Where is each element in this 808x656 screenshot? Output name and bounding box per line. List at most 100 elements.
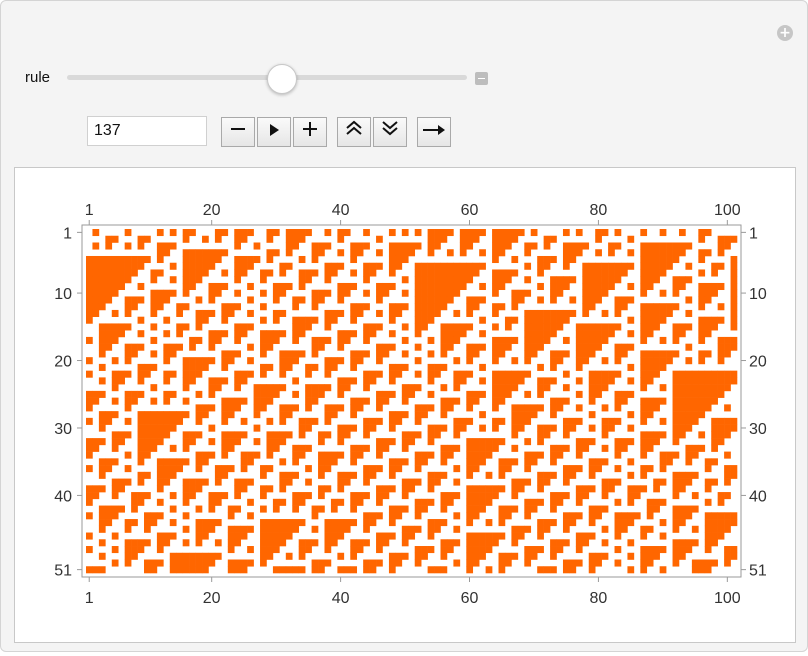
automaton-cell <box>324 404 332 412</box>
automaton-cell <box>111 357 119 365</box>
automaton-cell <box>492 289 499 297</box>
automaton-cell <box>86 397 93 405</box>
faster-button[interactable] <box>337 117 371 147</box>
rule-slider-thumb[interactable] <box>266 64 297 94</box>
automaton-cell <box>298 269 306 277</box>
automaton-cell <box>111 377 119 385</box>
automaton-cell <box>543 330 551 338</box>
automaton-cell <box>202 566 209 574</box>
automaton-cell <box>711 289 718 297</box>
automaton-cell <box>472 262 480 270</box>
automaton-cell <box>659 242 667 250</box>
slower-button[interactable] <box>373 117 407 147</box>
automaton-cell <box>466 458 474 466</box>
automaton-cell <box>704 559 712 567</box>
play-button[interactable] <box>257 117 291 147</box>
automaton-cell <box>434 269 441 277</box>
automaton-cell <box>240 370 248 378</box>
automaton-cell <box>318 431 325 439</box>
automaton-cell <box>640 546 648 554</box>
decrement-button[interactable] <box>221 117 255 147</box>
automaton-cell <box>685 242 693 250</box>
minus-square-icon[interactable] <box>475 72 488 85</box>
automaton-cell <box>453 444 461 452</box>
automaton-cell <box>588 566 596 574</box>
automaton-cell <box>582 438 590 446</box>
automaton-cell <box>524 343 532 351</box>
automaton-cell <box>318 249 325 257</box>
automaton-cell <box>330 505 338 513</box>
automaton-cell <box>678 539 686 547</box>
automaton-cell <box>575 377 583 385</box>
automaton-cell <box>234 323 241 331</box>
automaton-cell <box>111 255 119 264</box>
automaton-cell <box>337 552 345 560</box>
automaton-cell <box>118 485 125 493</box>
automaton-cell <box>86 438 93 446</box>
rule-value-input[interactable]: 137 <box>87 116 207 146</box>
automaton-cell <box>659 384 667 392</box>
automaton-cell <box>376 289 383 297</box>
automaton-cell <box>685 377 693 385</box>
automaton-cell <box>388 316 396 324</box>
automaton-cell <box>672 350 680 358</box>
automaton-cell <box>620 390 628 398</box>
automaton-cell <box>98 525 106 533</box>
automaton-cell <box>685 539 693 547</box>
automaton-cell <box>266 330 274 338</box>
automaton-cell <box>646 552 654 560</box>
automaton-cell <box>498 229 506 237</box>
automaton-cell <box>382 485 390 493</box>
automaton-cell <box>575 330 583 338</box>
automaton-cell <box>627 438 635 446</box>
automaton-cell <box>163 465 171 473</box>
automaton-cells <box>86 229 738 574</box>
automaton-cell <box>266 525 274 533</box>
automaton-cell <box>111 512 119 520</box>
automaton-cell <box>504 465 512 473</box>
automaton-cell <box>382 343 390 351</box>
increment-button[interactable] <box>293 117 327 147</box>
automaton-cell <box>176 411 183 419</box>
automaton-cell <box>640 289 648 297</box>
automaton-cell <box>698 566 706 574</box>
automaton-cell <box>272 289 280 297</box>
automaton-cell <box>163 377 171 385</box>
automaton-cell <box>156 417 164 425</box>
automaton-cell <box>453 269 461 277</box>
automaton-cell <box>575 357 583 365</box>
automaton-cell <box>711 444 718 452</box>
automaton-cell <box>685 505 693 513</box>
automaton-cell <box>324 316 332 324</box>
automaton-cell <box>208 249 216 257</box>
automaton-cell <box>562 276 570 284</box>
automaton-cell <box>260 465 267 473</box>
automaton-cell <box>111 444 119 452</box>
automaton-cell <box>156 471 164 479</box>
direction-button[interactable] <box>417 117 451 147</box>
automaton-cell <box>144 431 151 439</box>
automaton-cell <box>492 336 499 344</box>
automaton-cell <box>440 444 448 452</box>
automaton-cell <box>105 262 113 270</box>
automaton-cell <box>704 458 712 466</box>
automaton-cell <box>704 289 712 297</box>
automaton-cell <box>666 249 673 257</box>
automaton-cell <box>401 478 409 486</box>
automaton-cell <box>363 336 370 344</box>
automaton-cell <box>369 262 377 270</box>
plus-circle-icon[interactable]: + <box>777 25 793 41</box>
automaton-cell <box>446 546 454 554</box>
automaton-cell <box>569 249 577 257</box>
automaton-cell <box>498 519 506 527</box>
automaton-cell <box>588 330 596 338</box>
automaton-cell <box>208 505 216 513</box>
automaton-cell <box>163 242 171 250</box>
automaton-cell <box>356 404 364 412</box>
automaton-cell <box>524 323 532 331</box>
automaton-cell <box>202 404 209 412</box>
automaton-cell <box>395 249 403 257</box>
automaton-cell <box>369 323 377 331</box>
automaton-cell <box>189 357 196 365</box>
automaton-cell <box>298 451 306 459</box>
